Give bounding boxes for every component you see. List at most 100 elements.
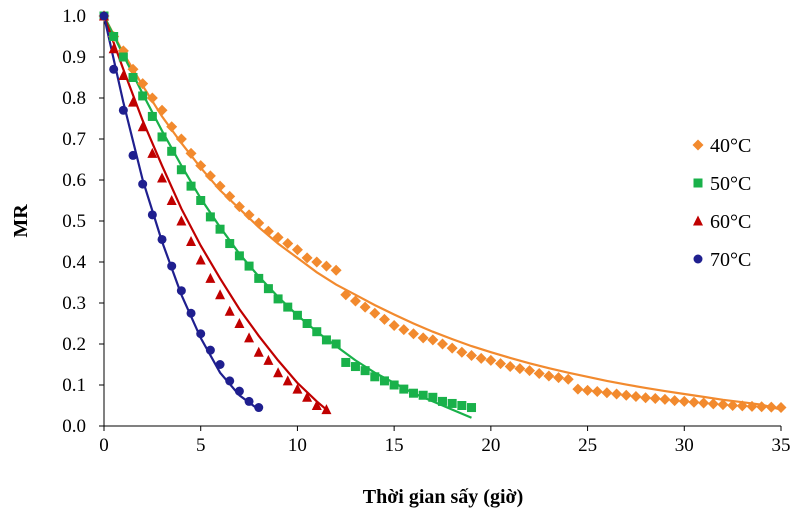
y-tick-label: 0.8	[62, 88, 86, 109]
data-point	[166, 195, 177, 205]
x-tick-label: 10	[288, 435, 307, 456]
data-point	[166, 121, 178, 133]
data-point	[447, 398, 457, 408]
data-point	[263, 284, 273, 294]
data-point	[611, 388, 623, 400]
data-point	[292, 310, 302, 320]
data-point	[205, 345, 215, 355]
data-point	[320, 260, 332, 272]
data-point	[369, 307, 381, 319]
data-point	[640, 392, 652, 404]
data-point	[273, 367, 284, 378]
x-tick-label: 35	[772, 435, 791, 456]
data-point	[302, 319, 312, 328]
data-point	[273, 294, 283, 304]
data-point	[736, 400, 748, 412]
data-point	[379, 376, 389, 386]
legend-marker	[693, 215, 703, 226]
data-point	[262, 225, 274, 237]
data-point	[475, 352, 487, 364]
data-point	[225, 376, 235, 386]
data-point	[225, 239, 235, 249]
data-point	[524, 365, 536, 377]
y-axis-title: MR	[10, 204, 32, 238]
data-point	[388, 320, 400, 332]
data-point	[408, 388, 418, 398]
data-point	[243, 209, 255, 221]
data-point	[215, 360, 225, 369]
data-point	[205, 212, 215, 222]
tick-labels: 0 5 10 15 20 25 30 35 0.0 0.1 0.2 0.3 0.4 0.5 0.6 0.7 0.…	[62, 6, 790, 456]
data-point	[108, 43, 119, 54]
data-point	[427, 334, 439, 346]
data-point	[291, 244, 303, 256]
data-point	[727, 400, 739, 411]
fit-curve-0	[103, 15, 782, 411]
data-point	[234, 318, 245, 328]
data-point	[533, 368, 545, 380]
data-point	[128, 73, 138, 82]
data-point	[147, 111, 157, 121]
x-tick-label: 0	[99, 435, 109, 456]
data-point	[253, 217, 265, 229]
data-point	[157, 132, 167, 142]
data-point	[466, 349, 478, 361]
legend-marker	[693, 178, 703, 188]
data-point	[263, 354, 274, 365]
data-point	[620, 389, 632, 401]
data-point	[457, 401, 467, 410]
data-point	[389, 380, 399, 390]
y-tick-label: 0.3	[62, 293, 86, 314]
data-point	[331, 339, 341, 349]
data-point	[244, 332, 255, 343]
x-tick-label: 15	[385, 435, 404, 456]
data-point	[765, 401, 777, 413]
data-point	[553, 372, 565, 384]
y-tick-label: 0.5	[62, 211, 86, 232]
data-point	[109, 32, 119, 41]
data-point	[186, 236, 197, 246]
data-point	[582, 384, 594, 396]
data-point	[137, 78, 149, 90]
data-point	[359, 301, 371, 313]
data-point	[157, 234, 167, 244]
data-point	[437, 338, 448, 350]
data-point	[138, 91, 148, 101]
data-point	[175, 133, 187, 145]
data-point	[370, 372, 380, 382]
x-axis-title: Thời gian sấy (giờ)	[363, 486, 524, 508]
data-point	[205, 272, 216, 283]
fit-curve-3	[102, 15, 260, 411]
data-point	[156, 104, 168, 116]
data-point	[428, 392, 438, 402]
data-point	[669, 395, 681, 407]
data-point	[234, 386, 244, 396]
y-tick-label: 0.2	[62, 334, 86, 355]
data-point	[398, 324, 410, 336]
data-point	[485, 354, 497, 366]
y-tick-label: 0.9	[62, 47, 86, 68]
data-point	[349, 295, 361, 307]
data-point	[312, 327, 322, 337]
data-point	[438, 396, 447, 406]
data-point	[99, 11, 109, 21]
data-point	[282, 238, 294, 250]
data-point	[167, 261, 177, 271]
fit-curves	[102, 15, 782, 419]
data-point	[196, 196, 206, 205]
data-point	[321, 404, 332, 415]
x-tick-label: 25	[578, 435, 597, 456]
data-point	[514, 363, 526, 375]
data-point	[244, 261, 254, 271]
data-point	[215, 224, 225, 234]
y-tick-label: 1.0	[62, 6, 86, 27]
legend-label: 40°C	[710, 135, 751, 157]
data-point	[176, 165, 186, 175]
data-point	[302, 391, 313, 402]
data-point	[407, 328, 419, 340]
data-point	[707, 398, 719, 410]
data-point	[224, 305, 235, 316]
legend-marker	[693, 254, 703, 264]
data-point	[746, 400, 758, 412]
